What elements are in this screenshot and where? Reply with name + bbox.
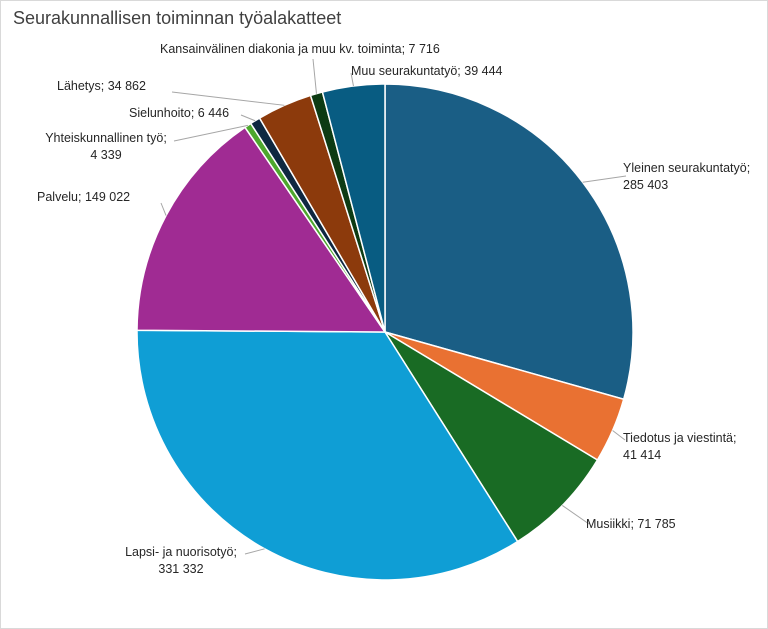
leader-line-lahetys xyxy=(171,91,285,106)
leader-line-kansainvalinen-diakonia-ja-muu-kv-toiminta xyxy=(312,58,317,94)
pie-slice-palvelu xyxy=(136,126,387,333)
leader-line-musiikki xyxy=(561,505,590,525)
data-label-sielunhoito: Sielunhoito; 6 446 xyxy=(129,106,229,120)
pie-slice-yleinen-seurakuntatyo xyxy=(384,83,634,401)
pie-slice-musiikki xyxy=(384,331,599,543)
leader-line-palvelu xyxy=(160,202,167,216)
data-label-lahetys: Lähetys; 34 862 xyxy=(57,79,146,93)
leader-line-yleinen-seurakuntatyo xyxy=(582,175,627,183)
leader-line-muu-seurakuntatyo xyxy=(350,72,354,87)
pie-slice-lapsi-ja-nuorisotyo xyxy=(136,329,519,581)
leader-line-lapsi-ja-nuorisotyo xyxy=(244,548,265,555)
data-label-palvelu: Palvelu; 149 022 xyxy=(37,190,130,204)
leader-line-sielunhoito xyxy=(240,114,256,122)
pie-slice-muu-seurakuntatyo xyxy=(321,83,386,333)
data-label-tiedotus-ja-viestinta: Tiedotus ja viestintä; 41 414 xyxy=(623,431,736,462)
leader-line-yhteiskunnallinen-tyo xyxy=(173,124,248,142)
data-label-kansainvalinen-diakonia-ja-muu-kv-toiminta: Kansainvälinen diakonia ja muu kv. toimi… xyxy=(160,42,440,56)
data-label-musiikki: Musiikki; 71 785 xyxy=(586,517,676,531)
chart-title: Seurakunnallisen toiminnan työalakatteet xyxy=(13,8,342,28)
data-label-yhteiskunnallinen-tyo: Yhteiskunnallinen työ; 4 339 xyxy=(45,131,167,162)
data-label-lapsi-ja-nuorisotyo: Lapsi- ja nuorisotyö; 331 332 xyxy=(125,545,237,576)
data-label-muu-seurakuntatyo: Muu seurakuntatyö; 39 444 xyxy=(351,64,503,78)
leader-line-tiedotus-ja-viestinta xyxy=(612,430,626,441)
data-label-yleinen-seurakuntatyo: Yleinen seurakuntatyö; 285 403 xyxy=(623,161,750,192)
